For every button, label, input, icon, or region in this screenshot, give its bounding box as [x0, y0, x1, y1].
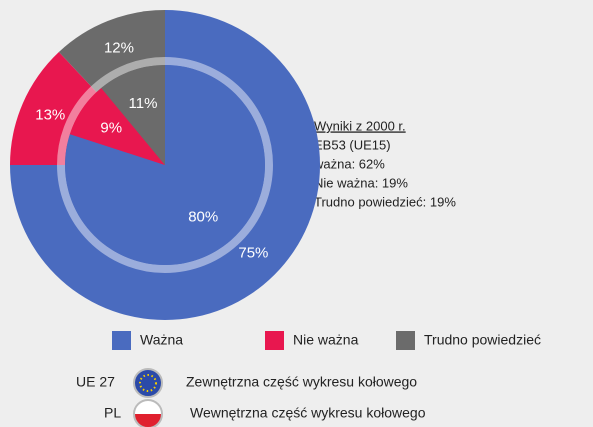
- ring-description: Wewnętrzna część wykresu kołowego: [190, 405, 426, 421]
- legend-label: Trudno powiedzieć: [424, 332, 541, 348]
- legend-label: Nie ważna: [293, 332, 359, 348]
- legend-swatch: [265, 331, 284, 350]
- pie-slice: [69, 87, 165, 165]
- ring-description: Zewnętrzna część wykresu kołowego: [186, 374, 417, 390]
- annotation-title: Wyniki z 2000 r.: [314, 118, 406, 133]
- value-label: 13%: [35, 106, 65, 123]
- pl-flag: [133, 399, 163, 427]
- value-label: 80%: [188, 209, 218, 226]
- ring-name: PL: [104, 405, 121, 421]
- legend-swatch: [112, 331, 131, 350]
- legend-swatch: [396, 331, 415, 350]
- annotation-line: EB53 (UE15): [314, 137, 391, 152]
- value-label: 11%: [129, 95, 158, 112]
- value-label: 75%: [238, 244, 268, 261]
- annotation-line: Nie ważna: 19%: [314, 175, 408, 190]
- value-label: 9%: [100, 119, 122, 136]
- annotation-line: ważna: 62%: [313, 156, 385, 171]
- legend-label: Ważna: [140, 332, 183, 348]
- ring-name: UE 27: [76, 374, 115, 390]
- annotation-line: Trudno powiedzieć: 19%: [314, 194, 456, 209]
- pie-slice: [101, 65, 165, 165]
- ring-separator: [57, 57, 273, 273]
- eu-flag: [133, 368, 163, 398]
- value-label: 12%: [104, 40, 134, 57]
